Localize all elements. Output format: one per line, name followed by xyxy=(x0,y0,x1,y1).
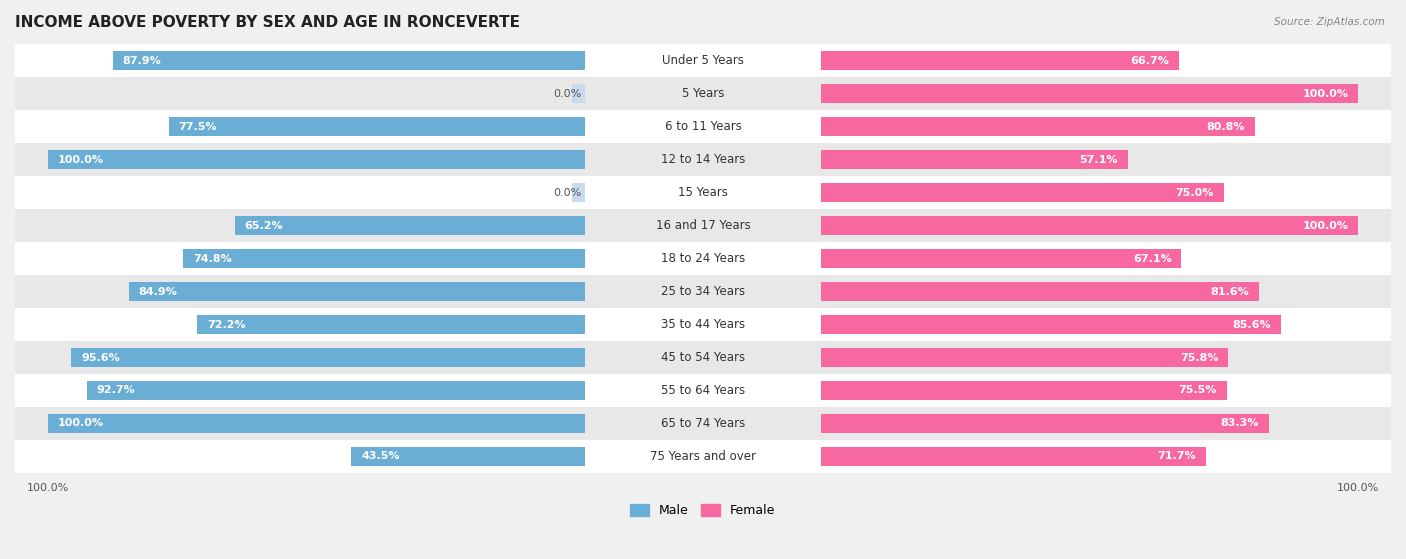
Bar xyxy=(183,249,585,268)
Text: Source: ZipAtlas.com: Source: ZipAtlas.com xyxy=(1274,17,1385,27)
Bar xyxy=(169,117,585,136)
Bar xyxy=(87,381,585,400)
Text: INCOME ABOVE POVERTY BY SEX AND AGE IN RONCEVERTE: INCOME ABOVE POVERTY BY SEX AND AGE IN R… xyxy=(15,15,520,30)
Text: 100.0%: 100.0% xyxy=(58,419,104,428)
Bar xyxy=(821,282,1260,301)
Text: 81.6%: 81.6% xyxy=(1211,287,1250,296)
Text: 0.0%: 0.0% xyxy=(554,89,582,98)
Bar xyxy=(821,117,1256,136)
Text: 55 to 64 Years: 55 to 64 Years xyxy=(661,384,745,397)
Legend: Male, Female: Male, Female xyxy=(626,499,780,522)
Text: 18 to 24 Years: 18 to 24 Years xyxy=(661,252,745,265)
Text: 35 to 44 Years: 35 to 44 Years xyxy=(661,318,745,331)
Bar xyxy=(0,242,1406,275)
Text: 65 to 74 Years: 65 to 74 Years xyxy=(661,417,745,430)
Text: 57.1%: 57.1% xyxy=(1080,155,1118,164)
Text: 92.7%: 92.7% xyxy=(97,386,135,395)
Bar xyxy=(197,315,585,334)
Text: 75.0%: 75.0% xyxy=(1175,188,1215,197)
Bar xyxy=(821,348,1229,367)
Bar xyxy=(821,183,1223,202)
Bar xyxy=(821,150,1128,169)
Text: 6 to 11 Years: 6 to 11 Years xyxy=(665,120,741,133)
Text: 100.0%: 100.0% xyxy=(58,155,104,164)
Text: 83.3%: 83.3% xyxy=(1220,419,1258,428)
Bar xyxy=(0,44,1406,77)
Text: 80.8%: 80.8% xyxy=(1206,122,1246,131)
Bar xyxy=(0,440,1406,473)
Bar xyxy=(821,414,1268,433)
Bar xyxy=(572,84,585,103)
Text: 66.7%: 66.7% xyxy=(1130,56,1170,65)
Bar xyxy=(0,341,1406,374)
Text: 72.2%: 72.2% xyxy=(207,320,246,329)
Text: 84.9%: 84.9% xyxy=(139,287,177,296)
Bar xyxy=(0,374,1406,407)
Text: 15 Years: 15 Years xyxy=(678,186,728,199)
Text: 5 Years: 5 Years xyxy=(682,87,724,100)
Bar xyxy=(821,84,1358,103)
Bar xyxy=(0,308,1406,341)
Bar xyxy=(129,282,585,301)
Bar xyxy=(572,183,585,202)
Text: 45 to 54 Years: 45 to 54 Years xyxy=(661,351,745,364)
Bar xyxy=(0,77,1406,110)
Bar xyxy=(821,216,1358,235)
Text: 95.6%: 95.6% xyxy=(82,353,120,362)
Text: 77.5%: 77.5% xyxy=(179,122,217,131)
Bar xyxy=(821,447,1206,466)
Text: 85.6%: 85.6% xyxy=(1233,320,1271,329)
Bar xyxy=(112,51,585,70)
Bar xyxy=(0,209,1406,242)
Text: 65.2%: 65.2% xyxy=(245,221,283,230)
Text: 87.9%: 87.9% xyxy=(122,56,162,65)
Bar xyxy=(352,447,585,466)
Text: 75 Years and over: 75 Years and over xyxy=(650,450,756,463)
Bar xyxy=(0,275,1406,308)
Text: 75.8%: 75.8% xyxy=(1180,353,1219,362)
Text: Under 5 Years: Under 5 Years xyxy=(662,54,744,67)
Text: 100.0%: 100.0% xyxy=(1302,89,1348,98)
Text: 25 to 34 Years: 25 to 34 Years xyxy=(661,285,745,298)
Bar xyxy=(0,110,1406,143)
Bar xyxy=(72,348,585,367)
Text: 12 to 14 Years: 12 to 14 Years xyxy=(661,153,745,166)
Bar xyxy=(0,176,1406,209)
Bar xyxy=(821,315,1281,334)
Bar xyxy=(0,143,1406,176)
Bar xyxy=(821,381,1226,400)
Text: 71.7%: 71.7% xyxy=(1157,452,1197,461)
Text: 100.0%: 100.0% xyxy=(1302,221,1348,230)
Bar xyxy=(821,249,1181,268)
Bar xyxy=(821,51,1180,70)
Text: 75.5%: 75.5% xyxy=(1178,386,1216,395)
Text: 43.5%: 43.5% xyxy=(361,452,399,461)
Text: 74.8%: 74.8% xyxy=(193,254,232,263)
Bar xyxy=(48,414,585,433)
Bar xyxy=(0,407,1406,440)
Bar xyxy=(235,216,585,235)
Text: 16 and 17 Years: 16 and 17 Years xyxy=(655,219,751,232)
Text: 0.0%: 0.0% xyxy=(554,188,582,197)
Text: 67.1%: 67.1% xyxy=(1133,254,1171,263)
Bar xyxy=(48,150,585,169)
